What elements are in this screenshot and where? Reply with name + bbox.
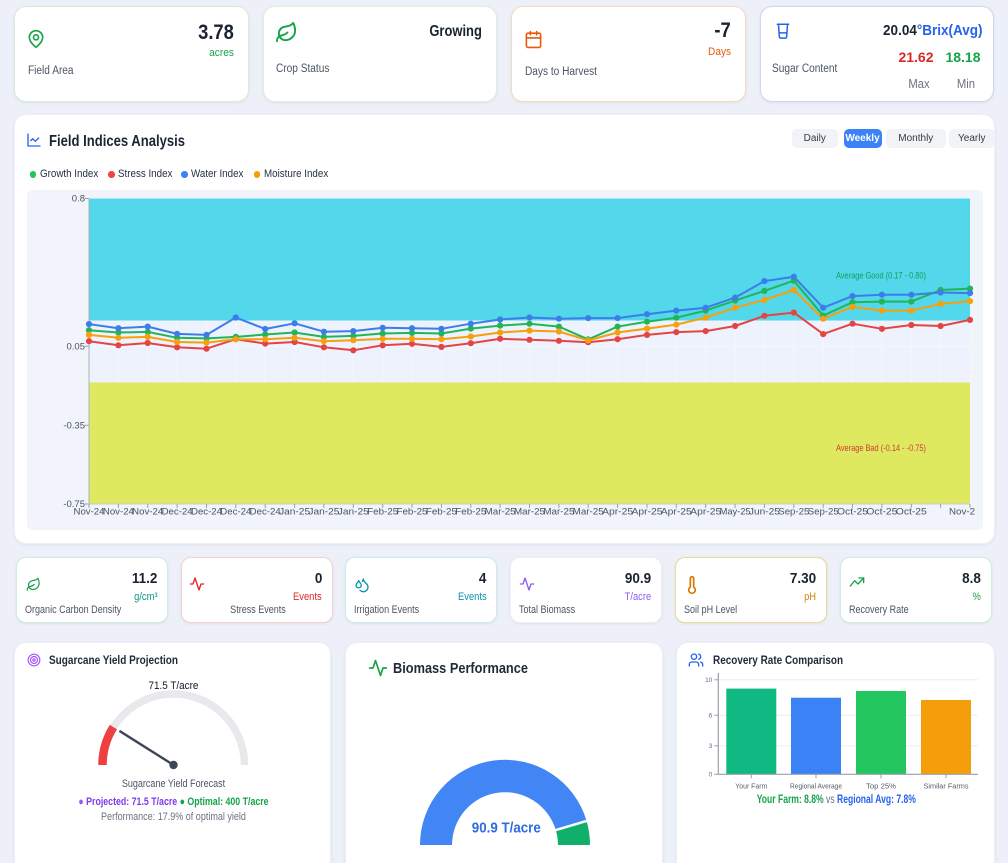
svg-text:Nov-24: Nov-24 xyxy=(74,507,105,518)
svg-text:Sep-25: Sep-25 xyxy=(778,507,809,518)
svg-text:May-25: May-25 xyxy=(720,507,751,518)
svg-text:Your Farm: Your Farm xyxy=(735,781,767,790)
svg-text:0: 0 xyxy=(709,772,713,779)
svg-text:Nov-2: Nov-2 xyxy=(949,507,975,518)
svg-text:Mar-25: Mar-25 xyxy=(514,507,545,518)
svg-text:-0.35: -0.35 xyxy=(63,420,85,431)
svg-text:Average Bad (-0.14 - -0.75): Average Bad (-0.14 - -0.75) xyxy=(836,443,926,453)
svg-text:Apr-25: Apr-25 xyxy=(661,507,692,518)
svg-text:Feb-25: Feb-25 xyxy=(455,507,486,518)
svg-text:Apr-25: Apr-25 xyxy=(602,507,633,518)
svg-text:90.9 T/acre: 90.9 T/acre xyxy=(471,820,540,837)
svg-text:Top 25%: Top 25% xyxy=(866,781,896,790)
svg-text:Oct-25: Oct-25 xyxy=(896,507,927,518)
svg-text:Oct-25: Oct-25 xyxy=(837,507,868,518)
svg-text:Oct-25: Oct-25 xyxy=(866,507,897,518)
svg-text:Feb-25: Feb-25 xyxy=(397,507,428,518)
svg-text:Nov-24: Nov-24 xyxy=(103,507,134,518)
svg-text:Jan-25: Jan-25 xyxy=(308,507,339,518)
svg-text:Dec-24: Dec-24 xyxy=(162,507,193,518)
svg-text:Dec-24: Dec-24 xyxy=(250,507,281,518)
svg-text:Apr-25: Apr-25 xyxy=(690,507,721,518)
svg-text:0.05: 0.05 xyxy=(67,342,86,353)
svg-text:Similar Farms: Similar Farms xyxy=(924,781,969,790)
svg-text:Mar-25: Mar-25 xyxy=(573,507,604,518)
svg-text:Mar-25: Mar-25 xyxy=(485,507,516,518)
svg-text:Jan-25: Jan-25 xyxy=(338,507,369,518)
svg-text:Feb-25: Feb-25 xyxy=(367,507,398,518)
svg-text:0.8: 0.8 xyxy=(72,194,85,205)
svg-text:-0.75: -0.75 xyxy=(63,499,85,510)
svg-text:Feb-25: Feb-25 xyxy=(426,507,457,518)
svg-text:Dec-24: Dec-24 xyxy=(220,507,251,518)
svg-text:Apr-25: Apr-25 xyxy=(632,507,663,518)
svg-text:Average Good (0.17 - 0.80): Average Good (0.17 - 0.80) xyxy=(836,271,926,281)
svg-text:Dec-24: Dec-24 xyxy=(191,507,222,518)
svg-text:Regional Average: Regional Average xyxy=(790,781,842,790)
svg-text:Mar-25: Mar-25 xyxy=(543,507,574,518)
svg-text:Nov-24: Nov-24 xyxy=(132,507,163,518)
svg-text:Jan-25: Jan-25 xyxy=(279,507,310,518)
svg-text:6: 6 xyxy=(709,712,713,719)
svg-text:Sep-25: Sep-25 xyxy=(808,507,839,518)
svg-text:10: 10 xyxy=(705,677,713,684)
svg-text:Jun-25: Jun-25 xyxy=(749,507,780,518)
svg-text:3: 3 xyxy=(709,743,713,750)
